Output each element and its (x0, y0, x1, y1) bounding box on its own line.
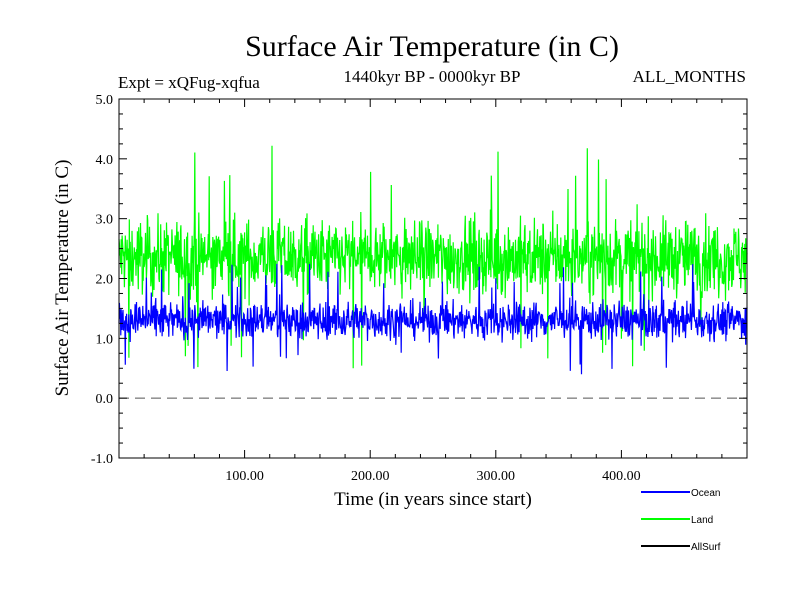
x-tick-label: 300.00 (477, 469, 516, 484)
y-tick-label: 4.0 (96, 153, 114, 168)
x-tick-label: 200.00 (351, 469, 390, 484)
legend-label-ocean: Ocean (691, 488, 720, 499)
legend-label-land: Land (691, 515, 713, 526)
months-label: ALL_MONTHS (633, 67, 746, 86)
y-tick-label: 1.0 (96, 332, 114, 347)
legend: Ocean Land AllSurf (641, 488, 721, 553)
y-tick-label: -1.0 (91, 452, 113, 467)
legend-label-allsurf: AllSurf (691, 542, 721, 553)
y-tick-label: 0.0 (96, 392, 114, 407)
y-axis-label: Surface Air Temperature (in C) (52, 160, 73, 397)
y-tick-label: 5.0 (96, 93, 114, 108)
y-tick-label: 2.0 (96, 273, 114, 288)
x-tick-label: 100.00 (225, 469, 264, 484)
chart-title: Surface Air Temperature (in C) (245, 30, 619, 63)
series-line-ocean (118, 263, 748, 375)
period-label: 1440kyr BP - 0000kyr BP (344, 67, 521, 86)
series-line-land (118, 145, 748, 369)
ticks-layer: -1.0 0.0 1.0 2.0 3.0 4.0 5.0 100.00 200.00 300.00… (91, 93, 747, 484)
y-tick-label: 3.0 (96, 213, 114, 228)
experiment-label: Expt = xQFug-xqfua (118, 73, 260, 92)
x-tick-label: 400.00 (602, 469, 641, 484)
series-layer (118, 145, 748, 375)
x-axis-label: Time (in years since start) (334, 489, 532, 510)
